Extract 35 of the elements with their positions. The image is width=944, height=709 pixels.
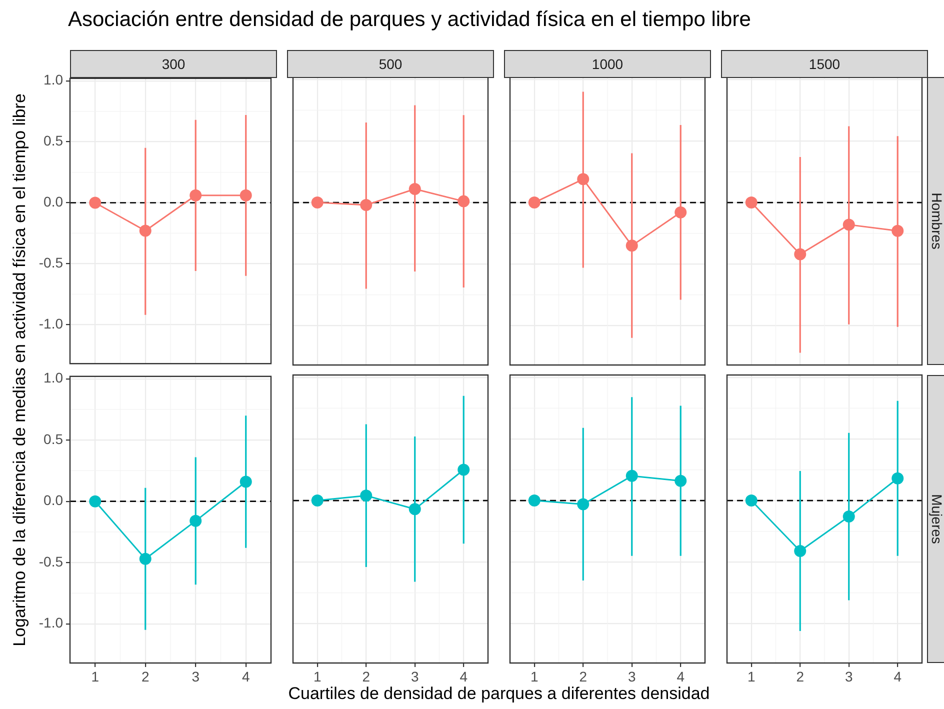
y-tick-label: -1.0: [38, 315, 64, 332]
x-tick-label: 2: [796, 668, 804, 684]
x-tick-label: 3: [628, 668, 636, 684]
x-tick-label: 4: [676, 668, 685, 684]
x-tick-label: 1: [530, 668, 538, 684]
x-tick-label: 3: [192, 668, 200, 684]
x-tick-label: 3: [410, 668, 419, 684]
chart-subtitle: 300: [70, 50, 277, 78]
chart-subtitle: 500: [287, 50, 494, 78]
x-tick-label: 1: [747, 668, 756, 684]
x-tick-label: 1: [91, 668, 100, 684]
x-tick-label: 1: [313, 668, 322, 684]
y-tick-label: 1.0: [44, 72, 64, 88]
x-axis-title: Cuartiles de densidad de parques a diferentes densidad: [287, 684, 711, 704]
y-tick-label: 0.5: [44, 430, 64, 447]
y-tick-label: -0.5: [38, 254, 64, 271]
x-tick-label: 2: [141, 668, 150, 684]
y-tick-label: 0.5: [44, 132, 64, 149]
text: Asociación entre densidad de parques y actividad física en el tiempo libre: [68, 8, 751, 32]
x-tick-label: 2: [362, 668, 370, 684]
chart-subtitle: 1500: [721, 50, 928, 78]
x-tick-label: 4: [242, 668, 250, 684]
x-tick-label: 4: [894, 668, 902, 684]
y-tick-label: -0.5: [38, 553, 64, 570]
x-tick-label: 3: [844, 668, 853, 684]
y-tick-label: 0.0: [44, 492, 64, 508]
y-tick-label: -1.0: [38, 614, 64, 631]
y-tick-label: 0.0: [44, 194, 64, 210]
y2-axis-title: Hombres: [928, 192, 944, 250]
y-axis-title: Logaritmo de la diferencia de medias en actividad física en el tiempo libre: [10, 94, 30, 646]
y2-axis-title: Mujeres: [928, 494, 944, 544]
x-tick-label: 4: [460, 668, 468, 684]
x-tick-label: 2: [579, 668, 588, 684]
y-tick-label: 1.0: [44, 370, 64, 386]
chart-subtitle: 1000: [504, 50, 711, 78]
